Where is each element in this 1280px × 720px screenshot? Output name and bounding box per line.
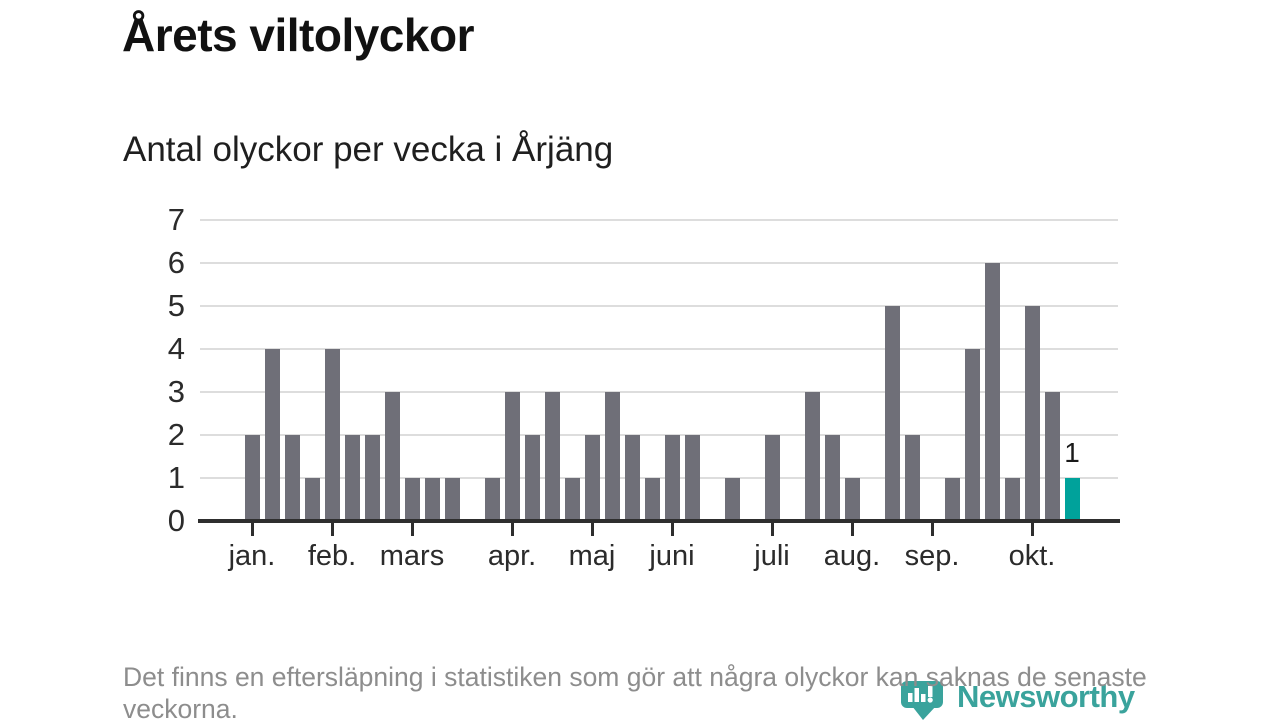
bar-week-27 [764, 435, 780, 521]
x-tick-maj [590, 523, 594, 536]
bar-week-41 [1044, 392, 1060, 521]
chart-subtitle: Antal olyckor per vecka i Årjäng [123, 130, 614, 169]
x-tick-juli [770, 523, 774, 536]
x-tick-label-sep: sep. [904, 540, 960, 572]
x-tick-mars [410, 523, 414, 536]
x-tick-label-okt: okt. [1008, 540, 1056, 572]
x-tick-aug [850, 523, 854, 536]
x-tick-label-aug: aug. [823, 540, 881, 572]
bar-week-30 [824, 435, 840, 521]
bar-week-10 [424, 478, 440, 521]
bar-week-18 [584, 435, 600, 521]
bar-week-9 [404, 478, 420, 521]
page-title: Årets viltolyckor [122, 9, 474, 61]
bar-week-25 [724, 478, 740, 521]
gridline-y2 [200, 434, 1118, 436]
y-tick-label-0: 0 [167, 503, 185, 538]
bar-week-14 [504, 392, 520, 521]
x-tick-label-mars: mars [379, 540, 445, 572]
bar-week-38 [984, 263, 1000, 521]
y-tick-label-7: 7 [167, 202, 185, 237]
bar-week-33 [884, 306, 900, 521]
x-tick-label-maj: maj [568, 540, 616, 572]
bar-week-20 [624, 435, 640, 521]
gridline-y3 [200, 391, 1118, 393]
bar-week-36 [944, 478, 960, 521]
bar-week-7 [364, 435, 380, 521]
y-tick-label-1: 1 [167, 460, 185, 495]
bar-week-19 [604, 392, 620, 521]
bar-week-39 [1004, 478, 1020, 521]
bar-week-21 [644, 478, 660, 521]
y-tick-label-6: 6 [167, 245, 185, 280]
x-tick-label-feb: feb. [307, 540, 357, 572]
x-tick-label-juli: juli [754, 540, 790, 572]
x-tick-apr [510, 523, 514, 536]
newsworthy-bubble-chart-icon [901, 681, 943, 720]
bar-week-6 [344, 435, 360, 521]
x-tick-jan [250, 523, 254, 536]
bar-week-15 [524, 435, 540, 521]
bar-week-37 [964, 349, 980, 521]
x-tick-label-apr: apr. [487, 540, 537, 572]
bar-week-22 [664, 435, 680, 521]
x-tick-label-jan: jan. [228, 540, 276, 572]
highlighted-bar-value-label: 1 [1064, 437, 1080, 468]
y-tick-label-4: 4 [167, 331, 185, 366]
x-tick-sep [930, 523, 934, 536]
bar-week-42-highlighted [1064, 478, 1080, 521]
bar-week-4 [304, 478, 320, 521]
gridline-y5 [200, 305, 1118, 307]
gridline-y7 [200, 219, 1118, 221]
newsworthy-logo-text: Newsworthy [957, 679, 1135, 714]
y-tick-label-2: 2 [167, 417, 185, 452]
bar-week-2 [264, 349, 280, 521]
bar-week-29 [804, 392, 820, 521]
bar-week-8 [384, 392, 400, 521]
bar-week-13 [484, 478, 500, 521]
x-axis-line [198, 519, 1120, 523]
y-tick-label-5: 5 [167, 288, 185, 323]
bar-week-34 [904, 435, 920, 521]
chart-footnote: Det finns en eftersläpning i statistiken… [123, 662, 1147, 720]
y-tick-label-3: 3 [167, 374, 185, 409]
gridline-y6 [200, 262, 1118, 264]
bar-week-3 [284, 435, 300, 521]
x-tick-feb [330, 523, 334, 536]
bar-week-16 [544, 392, 560, 521]
x-tick-juni [670, 523, 674, 536]
x-tick-okt [1030, 523, 1034, 536]
x-tick-label-juni: juni [649, 540, 695, 572]
bar-week-17 [564, 478, 580, 521]
bar-week-11 [444, 478, 460, 521]
gridline-y4 [200, 348, 1118, 350]
bar-week-1 [244, 435, 260, 521]
bar-week-31 [844, 478, 860, 521]
bar-week-23 [684, 435, 700, 521]
bar-week-5 [324, 349, 340, 521]
bar-week-40 [1024, 306, 1040, 521]
newsworthy-logo: Newsworthy [901, 660, 1135, 720]
